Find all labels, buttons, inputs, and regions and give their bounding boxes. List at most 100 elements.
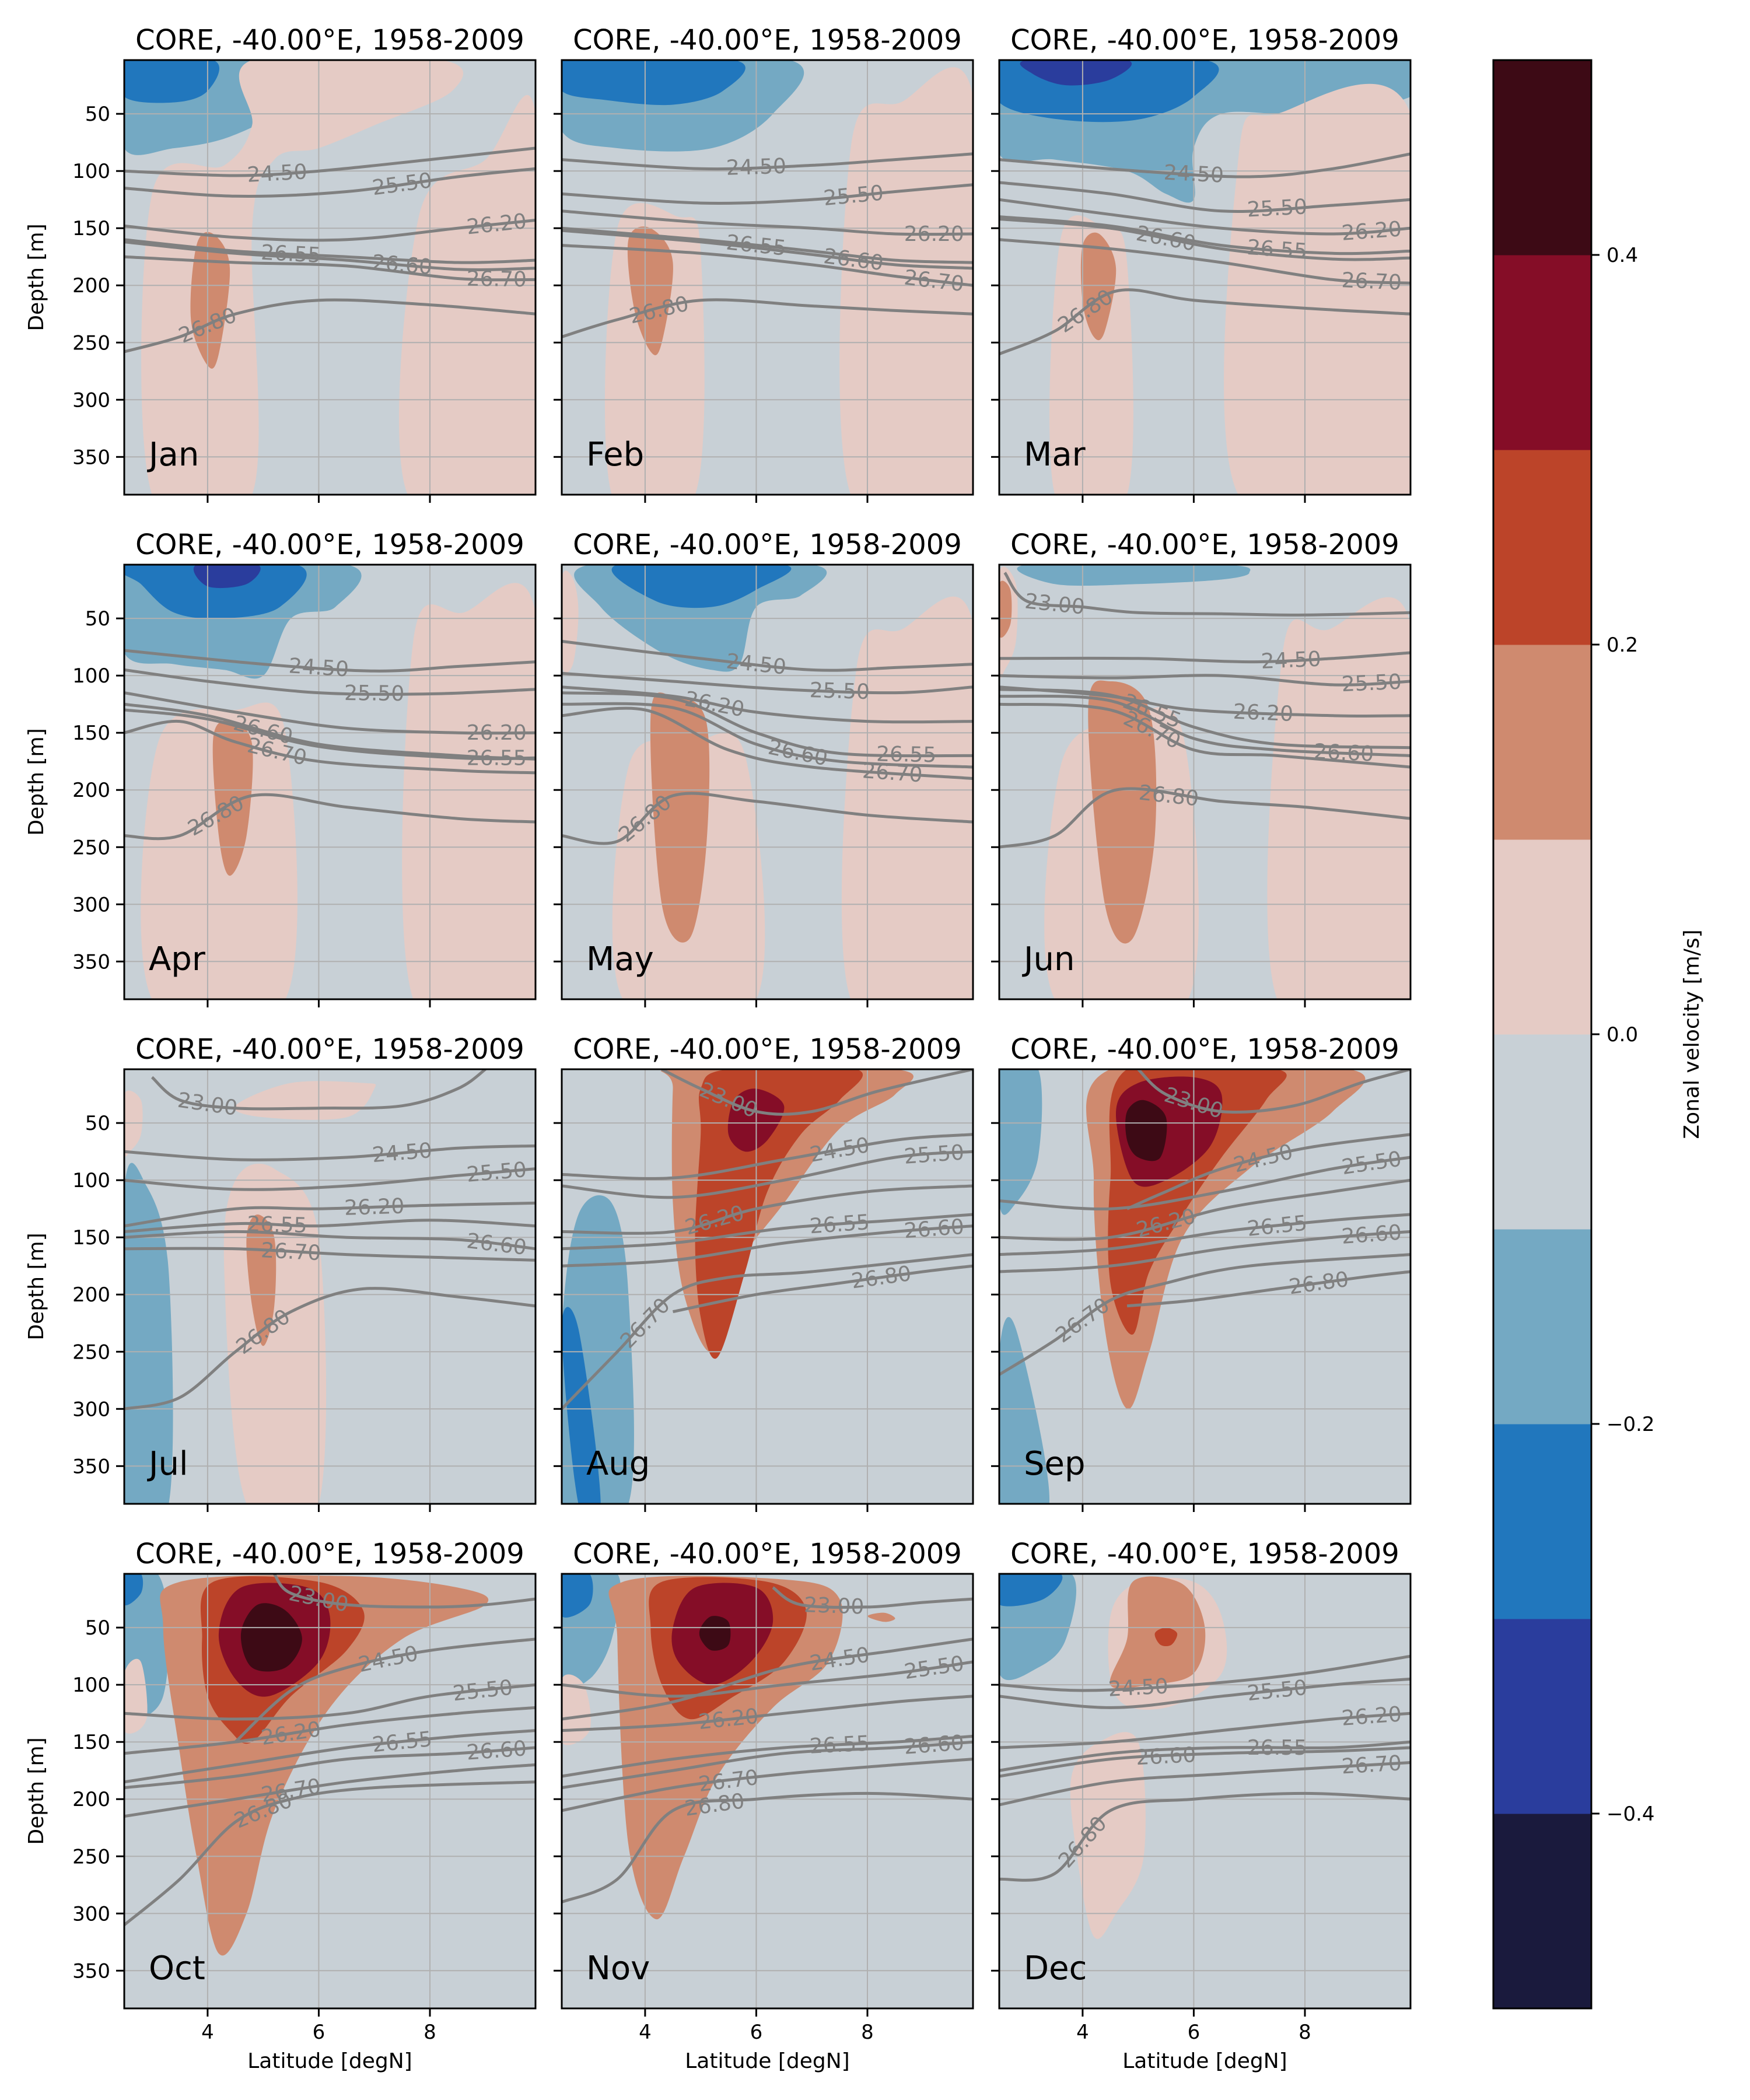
y-tick-label: 100 xyxy=(72,160,110,183)
panel-title: CORE, -40.00°E, 1958-2009 xyxy=(1010,1033,1399,1066)
isopycnal-value: 25.50 xyxy=(466,1158,527,1187)
x-tick-label: 8 xyxy=(861,2021,874,2044)
isopycnal-line xyxy=(999,688,1410,750)
velocity-region xyxy=(212,720,253,876)
velocity-region xyxy=(1224,83,1410,495)
isopycnal-line xyxy=(124,219,536,242)
isopycnal-label: 26.70 xyxy=(862,759,923,787)
isopycnal-line xyxy=(999,1740,1410,1772)
panel-title: CORE, -40.00°E, 1958-2009 xyxy=(1010,24,1399,57)
isopycnal-label: 25.50 xyxy=(903,1140,965,1168)
month-label: Feb xyxy=(586,436,644,474)
isopycnal-label: 26.55 xyxy=(809,1732,870,1759)
axes-frame xyxy=(561,1068,974,1505)
isopycnal-label: 26.20 xyxy=(467,721,527,745)
isopycnal-label: 24.50 xyxy=(246,160,307,187)
colorbar-band xyxy=(1493,255,1591,450)
panel-title: CORE, -40.00°E, 1958-2009 xyxy=(573,1033,962,1066)
velocity-region xyxy=(278,1748,417,2008)
y-tick-label: 350 xyxy=(72,1455,110,1478)
panel-title: CORE, -40.00°E, 1958-2009 xyxy=(135,528,524,561)
x-tick-label: 6 xyxy=(750,2021,763,2044)
isopycnal-label: 26.55 xyxy=(1246,236,1308,264)
x-axis-label: Latitude [degN] xyxy=(685,2049,849,2073)
isopycnal-line xyxy=(234,1637,536,1744)
isopycnal-label: 26.20 xyxy=(344,1195,405,1220)
isopycnal-line xyxy=(124,1746,536,1790)
velocity-region xyxy=(562,570,579,673)
isopycnal-line xyxy=(124,1683,536,1721)
axes-frame xyxy=(998,59,1412,496)
isopycnal-label: 26.20 xyxy=(904,222,964,246)
velocity-region xyxy=(562,1307,601,1504)
isopycnal-line xyxy=(562,229,973,270)
colorbar-band xyxy=(1493,839,1591,1035)
isopycnal-value: 24.50 xyxy=(288,654,349,681)
isopycnal-value: 26.20 xyxy=(1233,700,1294,726)
isopycnal-label: 26.60 xyxy=(903,1731,965,1759)
axes-frame xyxy=(561,59,974,496)
isopycnal-line xyxy=(124,298,536,354)
isopycnal-label: 26.70 xyxy=(466,267,527,292)
isopycnal-value: 26.55 xyxy=(809,1732,870,1759)
isopycnal-line xyxy=(562,702,973,769)
isopycnal-line xyxy=(562,706,973,780)
velocity-region xyxy=(1267,597,1410,999)
isopycnal-label: 24.50 xyxy=(726,155,786,180)
isopycnal-line xyxy=(562,1660,973,1698)
isopycnal-label: 26.70 xyxy=(1341,268,1402,295)
isopycnal-value: 25.50 xyxy=(809,678,870,704)
isopycnal-line xyxy=(562,691,973,758)
velocity-region xyxy=(999,580,1012,638)
y-tick-label: 100 xyxy=(72,1674,110,1697)
isopycnal-line xyxy=(124,1780,536,1926)
isopycnal-value: 25.50 xyxy=(1341,670,1402,696)
velocity-region xyxy=(562,1674,591,1745)
isopycnal-value: 24.50 xyxy=(726,155,786,180)
isopycnal-line xyxy=(999,1791,1410,1882)
isopycnal-line xyxy=(124,1167,536,1191)
panel-title: CORE, -40.00°E, 1958-2009 xyxy=(135,1538,524,1570)
isopycnal-line xyxy=(562,1224,973,1268)
isopycnal-value: 24.50 xyxy=(1108,1675,1169,1702)
isopycnal-line xyxy=(124,691,536,735)
velocity-region xyxy=(867,1612,895,1622)
isopycnal-value: 26.55 xyxy=(467,746,527,770)
isopycnal-line xyxy=(124,1729,536,1784)
colorbar-band xyxy=(1493,1619,1591,1814)
colorbar-tick-label: 0.4 xyxy=(1606,244,1638,267)
isopycnal-value: 26.60 xyxy=(1340,1221,1402,1249)
isopycnal-line xyxy=(124,719,536,775)
isopycnal-line xyxy=(999,787,1410,849)
velocity-region xyxy=(190,232,230,369)
isopycnal-label: 25.50 xyxy=(1341,670,1402,696)
isopycnal-line xyxy=(999,181,1410,213)
colorbar-tick-label: −0.4 xyxy=(1606,1803,1655,1826)
isopycnal-line xyxy=(562,1740,973,1790)
isopycnal-label: 26.20 xyxy=(1340,1702,1402,1730)
y-tick-label: 200 xyxy=(72,1283,110,1307)
colorbar-tick-label: −0.2 xyxy=(1606,1413,1655,1436)
y-axis-label: Depth [m] xyxy=(24,1233,48,1340)
isopycnal-label: 26.20 xyxy=(1233,700,1294,726)
velocity-region xyxy=(1080,232,1116,341)
axes-frame xyxy=(998,1573,1412,2010)
x-tick-label: 4 xyxy=(201,2021,214,2044)
isopycnal-line xyxy=(124,1247,536,1262)
isopycnal-line xyxy=(999,1178,1410,1241)
isopycnal-line xyxy=(562,226,973,264)
x-tick-label: 6 xyxy=(1188,2021,1200,2044)
isopycnal-line xyxy=(772,1586,973,1609)
velocity-region xyxy=(124,1574,144,1606)
isopycnal-line xyxy=(999,198,1410,236)
